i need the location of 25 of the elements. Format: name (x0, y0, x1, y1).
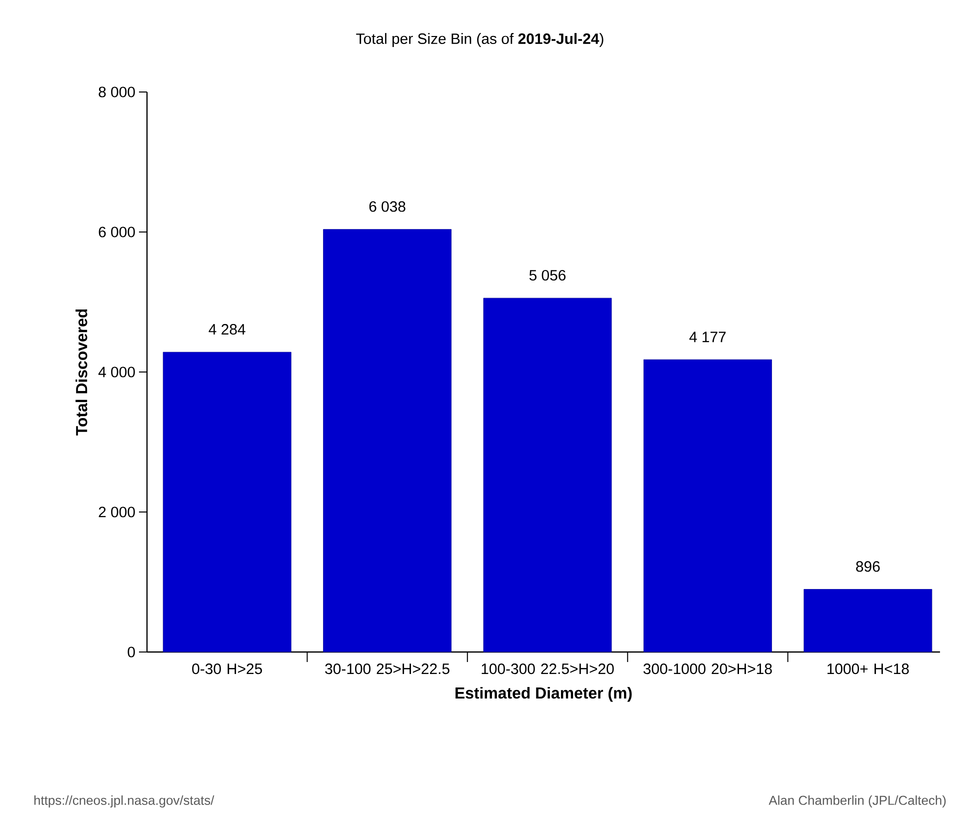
text: Alan Chamberlin (JPL/Caltech) (768, 795, 946, 808)
y-tick-label: 4 000 (98, 366, 135, 378)
data-label: 6 038 (369, 201, 406, 212)
chart-title: Total per Size Bin (as of 2019-Jul-24) (356, 33, 604, 47)
data-label: 896 (856, 561, 880, 572)
x-tick-label: 300-1000 20>H>18 (643, 664, 772, 674)
x-tick-label: 30-100 25>H>22.5 (325, 664, 450, 674)
y-tick-label: 2 000 (98, 506, 135, 518)
x-tick-label: 1000+ H<18 (828, 664, 909, 674)
x-tick-label: 100-300 22.5>H>20 (482, 664, 614, 674)
bar (483, 298, 612, 652)
y-tick-label: 6 000 (98, 226, 135, 238)
data-label: 5 056 (529, 270, 566, 281)
data-label: 4 177 (689, 332, 726, 342)
x-tick-label: 0-30 H>25 (192, 664, 262, 674)
bar (323, 229, 452, 652)
text: https://cneos.jpl.nasa.gov/stats/ (34, 795, 214, 808)
bar (162, 352, 292, 652)
bar (644, 359, 772, 652)
y-tick-label: 0 (128, 646, 135, 658)
y-tick-label: 8 000 (98, 86, 135, 98)
y-axis-title: Total Discovered (76, 309, 88, 436)
bar (804, 589, 932, 652)
x-axis-title: Estimated Diameter (m) (456, 686, 632, 702)
data-label: 4 284 (208, 324, 246, 335)
